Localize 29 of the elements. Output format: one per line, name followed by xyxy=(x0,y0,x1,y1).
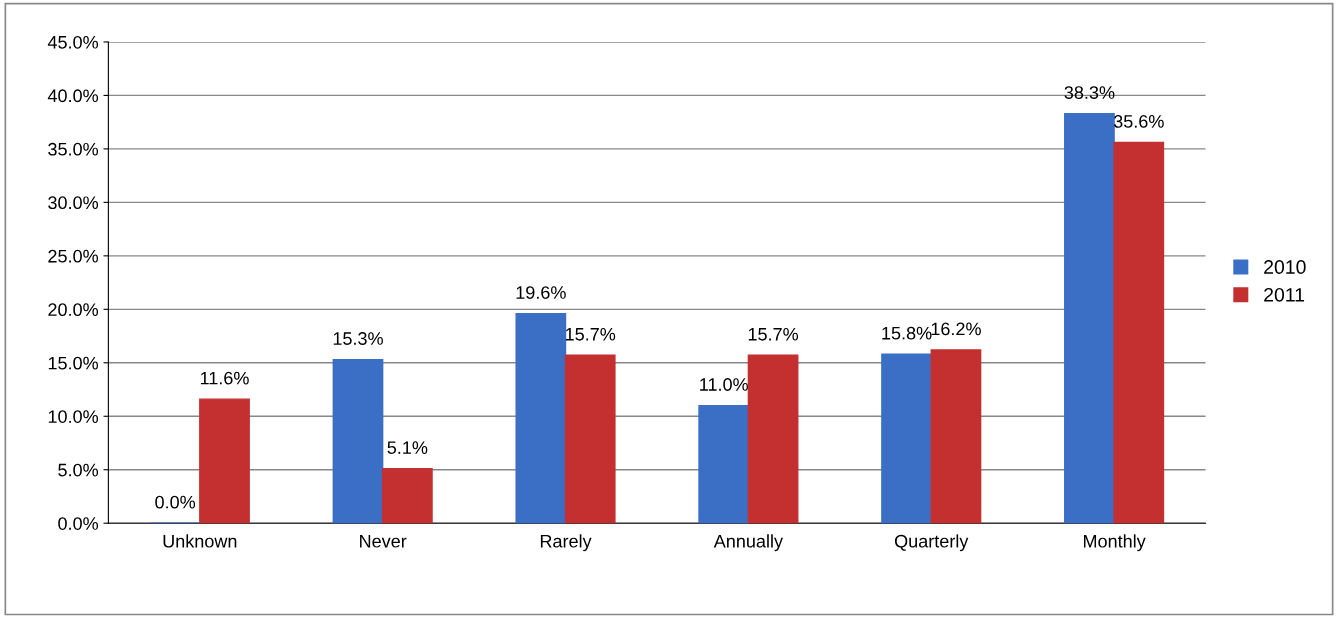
data-label: 0.0% xyxy=(155,495,196,509)
y-tick-label: 45.0% xyxy=(47,35,99,49)
data-label: 38.3% xyxy=(1064,86,1115,99)
data-label: 11.6% xyxy=(200,371,249,385)
legend-label: 2010 xyxy=(1264,260,1306,274)
data-label: 11.0% xyxy=(700,378,748,391)
data-label: 15.7% xyxy=(565,327,616,341)
x-tick-label: Quarterly xyxy=(894,534,969,552)
y-tick-label: 25.0% xyxy=(48,249,99,263)
x-tick-label: Annually xyxy=(713,534,783,552)
data-label: 5.1% xyxy=(387,441,428,454)
legend-label: 2011 xyxy=(1264,287,1305,302)
data-label: 16.2% xyxy=(931,322,981,336)
x-tick-label: Rarely xyxy=(540,534,592,552)
data-label: 15.8% xyxy=(882,326,932,340)
y-tick-label: 15.0% xyxy=(48,356,99,370)
y-tick-label: 40.0% xyxy=(47,89,99,103)
y-tick-label: 10.0% xyxy=(48,410,99,423)
x-tick-label: Unknown xyxy=(163,534,237,548)
y-tick-label: 30.0% xyxy=(48,196,99,210)
x-tick-label: Monthly xyxy=(1083,534,1146,552)
y-tick-label: 35.0% xyxy=(48,142,99,156)
x-tick-label: Never xyxy=(360,534,407,548)
y-tick-label: 5.0% xyxy=(58,463,99,477)
data-label: 19.6% xyxy=(516,286,566,299)
y-tick-label: 0.0% xyxy=(58,517,99,530)
y-tick-label: 20.0% xyxy=(48,303,99,317)
data-label: 15.3% xyxy=(333,332,383,345)
data-label: 15.7% xyxy=(748,327,799,341)
